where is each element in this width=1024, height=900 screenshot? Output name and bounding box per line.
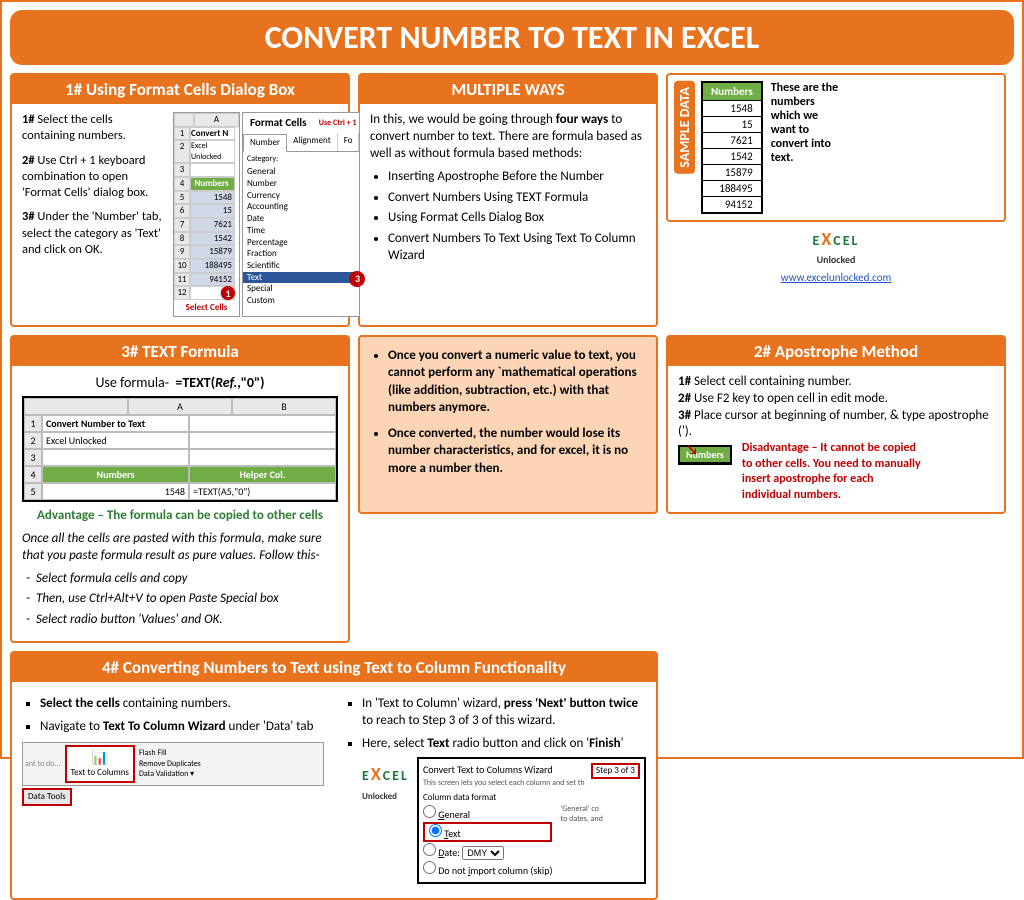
m1-header: 1# Using Format Cells Dialog Box xyxy=(12,75,348,104)
m1-spreadsheet: A 1Convert N 2Excel Unlocked 3 4Numbers … xyxy=(173,112,240,317)
format-cells-dialog: Format Cells Use Ctrl + 1 Number Alignme… xyxy=(242,112,360,317)
m3-note: Once all the cells are pasted with this … xyxy=(22,531,338,565)
m3-advantage: Advantage – The formula can be copied to… xyxy=(22,508,338,525)
tab-more[interactable]: Fo xyxy=(338,133,360,151)
m1-step2: 2# Use Ctrl + 1 keyboard combination to … xyxy=(22,153,167,202)
sample-table: Numbers 1548 15 7621 1542 15879 188495 9… xyxy=(701,81,763,214)
logo: EXCELUnlocked xyxy=(362,763,409,805)
ways-header: MULTIPLE WAYS xyxy=(360,75,656,104)
category-text[interactable]: Text3 xyxy=(243,272,359,284)
ways-intro: In this, we would be going through four … xyxy=(370,112,646,163)
list-item: In 'Text to Column' wizard, press 'Next'… xyxy=(362,696,646,730)
list-item: Using Format Cells Dialog Box xyxy=(388,210,646,227)
m2-disadvantage: Disadvantage – It cannot be copied to ot… xyxy=(742,441,922,503)
sample-table-header: Numbers xyxy=(702,82,762,101)
card-method1: 1# Using Format Cells Dialog Box 1# Sele… xyxy=(10,73,350,327)
m3-header: 3# TEXT Formula xyxy=(12,337,348,366)
m3-steps: Select formula cells and copy Then, use … xyxy=(22,571,338,630)
radio-skip[interactable]: Do not import column (skip) xyxy=(423,861,553,877)
ribbon-screenshot: ant to do... 📊 Text to Columns Flash Fil… xyxy=(22,742,324,786)
m2-step3: 3# Place cursor at beginning of number, … xyxy=(678,408,994,442)
list-item: Convert Numbers Using TEXT Formula xyxy=(388,190,646,207)
list-item: Select radio button 'Values' and OK. xyxy=(36,612,338,629)
date-format-select[interactable]: DMY xyxy=(462,846,504,860)
m1-step3: 3# Under the 'Number' tab, select the ca… xyxy=(22,209,167,258)
note-1: Once you convert a numeric value to text… xyxy=(388,347,646,417)
tab-alignment[interactable]: Alignment xyxy=(287,133,338,151)
m2-step1: 1# Select cell containing number. xyxy=(678,374,994,391)
m1-select-cells: Select Cells xyxy=(174,300,239,316)
notes-card: Once you convert a numeric value to text… xyxy=(358,335,658,514)
m1-step1: 1# Select the cells containing numbers. xyxy=(22,112,167,145)
wizard-dialog: Convert Text to Columns Wizard Step 3 of… xyxy=(417,757,646,884)
layout-grid: MULTIPLE WAYS In this, we would be going… xyxy=(10,73,1014,900)
site-url[interactable]: www.excelunlocked.com xyxy=(781,271,892,284)
main-title: CONVERT NUMBER TO TEXT IN EXCEL xyxy=(10,10,1014,65)
card-method3: 3# TEXT Formula Use formula- =TEXT(Ref.,… xyxy=(10,335,350,644)
list-item: Convert Numbers To Text Using Text To Co… xyxy=(388,231,646,265)
apostrophe-screenshot: Numbers xyxy=(678,445,732,465)
list-item: Here, select Text radio button and click… xyxy=(362,736,646,884)
m4-header: 4# Converting Numbers to Text using Text… xyxy=(12,653,656,682)
note-2: Once converted, the number would lose it… xyxy=(388,425,646,478)
list-item: Navigate to Text To Column Wizard under … xyxy=(40,719,324,736)
radio-text[interactable]: Text xyxy=(423,822,553,842)
m3-screenshot: AB 1Convert Number to Text 2Excel Unlock… xyxy=(22,396,338,502)
tab-number[interactable]: Number xyxy=(243,134,287,152)
sample-label: SAMPLE DATA xyxy=(674,81,695,174)
sample-data-block: SAMPLE DATA Numbers 1548 15 7621 1542 15… xyxy=(666,73,1006,327)
list-item: Inserting Apostrophe Before the Number xyxy=(388,169,646,186)
radio-general[interactable]: General xyxy=(423,805,553,821)
card-method2: 2# Apostrophe Method 1# Select cell cont… xyxy=(666,335,1006,514)
ways-list: Inserting Apostrophe Before the Number C… xyxy=(370,169,646,265)
m2-header: 2# Apostrophe Method xyxy=(668,337,1004,366)
text-to-columns-button[interactable]: 📊 Text to Columns xyxy=(65,745,135,783)
card-multiple-ways: MULTIPLE WAYS In this, we would be going… xyxy=(358,73,658,327)
ribbon-group-label: Data Tools xyxy=(22,788,72,806)
list-item: Select formula cells and copy xyxy=(36,571,338,588)
m3-formula-line: Use formula- =TEXT(Ref.,"0") xyxy=(22,374,338,392)
m2-step2: 2# Use F2 key to open cell in edit mode. xyxy=(678,391,994,408)
wizard-note: 'General' co to dates, and xyxy=(560,804,602,878)
list-item: Then, use Ctrl+Alt+V to open Paste Speci… xyxy=(36,591,338,608)
card-method4: 4# Converting Numbers to Text using Text… xyxy=(10,651,658,900)
radio-date[interactable]: Date: DMY xyxy=(423,843,553,860)
list-item: Select the cells containing numbers. xyxy=(40,696,324,713)
category-list[interactable]: GeneralNumber CurrencyAccounting DateTim… xyxy=(243,166,359,306)
logo: EXCELUnlocked xyxy=(666,228,1006,267)
sample-caption: These are the numbers which we want to c… xyxy=(771,81,841,165)
